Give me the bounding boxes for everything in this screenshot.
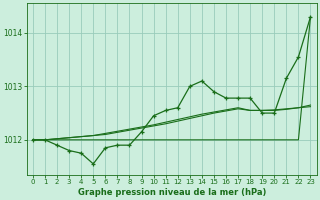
X-axis label: Graphe pression niveau de la mer (hPa): Graphe pression niveau de la mer (hPa) xyxy=(77,188,266,197)
